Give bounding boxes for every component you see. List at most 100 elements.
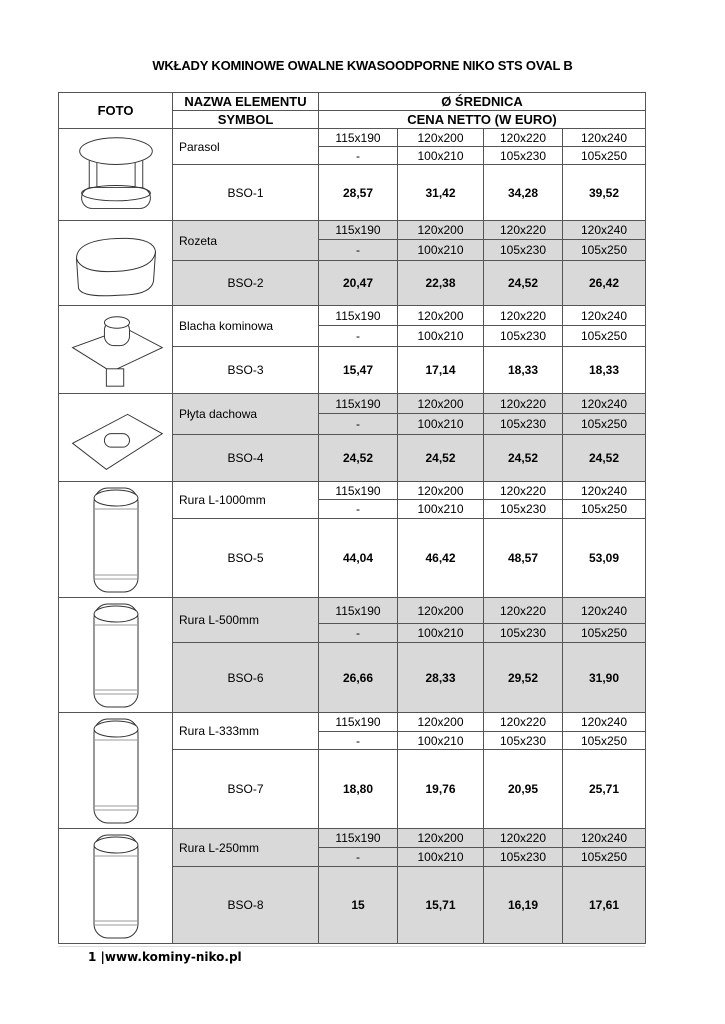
price-cell: 15: [318, 866, 398, 944]
price-cell: 24,52: [483, 260, 563, 306]
size-primary: 120x200: [397, 393, 484, 414]
rozeta-icon: [60, 224, 172, 303]
product-name: Rura L-1000mm: [172, 481, 319, 519]
size-secondary: 100x210: [397, 731, 484, 750]
document-title: WKŁADY KOMINOWE OWALNE KWASOODPORNE NIKO…: [152, 58, 573, 73]
size-secondary: -: [318, 239, 398, 261]
product-photo: [58, 828, 173, 944]
size-primary: 120x240: [562, 393, 646, 414]
product-symbol: BSO-1: [172, 164, 319, 221]
size-secondary: 105x230: [483, 731, 563, 750]
product-name: Rura L-333mm: [172, 712, 319, 750]
size-primary: 120x200: [397, 828, 484, 848]
size-primary: 120x240: [562, 305, 646, 326]
size-primary: 120x240: [562, 220, 646, 240]
price-cell: 20,47: [318, 260, 398, 306]
size-primary: 120x240: [562, 597, 646, 624]
price-cell: 31,42: [397, 164, 484, 221]
price-cell: 17,14: [397, 346, 484, 394]
size-secondary: -: [318, 325, 398, 347]
header-diameter: Ø ŚREDNICA: [318, 92, 646, 111]
product-symbol: BSO-4: [172, 434, 319, 482]
size-primary: 115x190: [318, 305, 398, 326]
price-cell: 18,33: [483, 346, 563, 394]
product-name: Rura L-250mm: [172, 828, 319, 867]
size-primary: 120x220: [483, 305, 563, 326]
price-cell: 39,52: [562, 164, 646, 221]
header-foto: FOTO: [58, 92, 173, 129]
size-primary: 115x190: [318, 481, 398, 500]
size-secondary: 105x230: [483, 847, 563, 867]
price-cell: 26,66: [318, 642, 398, 713]
product-photo: [58, 597, 173, 713]
size-primary: 120x200: [397, 305, 484, 326]
website-link[interactable]: www.kominy-niko.pl: [104, 950, 242, 964]
price-cell: 28,33: [397, 642, 484, 713]
header-name: NAZWA ELEMENTU: [172, 92, 319, 111]
page-number: 1: [88, 950, 97, 964]
header-symbol: SYMBOL: [172, 110, 319, 129]
price-table: FOTO NAZWA ELEMENTU Ø ŚREDNICA SYMBOL CE…: [58, 92, 646, 944]
header-price: CENA NETTO (W EURO): [318, 110, 646, 129]
product-photo: [58, 305, 173, 394]
size-primary: 120x240: [562, 712, 646, 732]
product-row: Rura L-1000mm 115x190 120x200 120x220 120x24…: [58, 481, 646, 598]
price-cell: 48,57: [483, 518, 563, 598]
size-secondary: -: [318, 413, 398, 435]
price-cell: 19,76: [397, 749, 484, 829]
price-cell: 16,19: [483, 866, 563, 944]
size-secondary: 100x210: [397, 146, 484, 165]
size-primary: 120x200: [397, 597, 484, 624]
size-primary: 115x190: [318, 597, 398, 624]
product-symbol: BSO-5: [172, 518, 319, 598]
size-primary: 120x220: [483, 128, 563, 147]
size-secondary: 100x210: [397, 239, 484, 261]
size-secondary: -: [318, 623, 398, 643]
size-primary: 120x220: [483, 220, 563, 240]
price-cell: 15,47: [318, 346, 398, 394]
product-photo: [58, 393, 173, 482]
size-secondary: 105x250: [562, 847, 646, 867]
price-cell: 24,52: [318, 434, 398, 482]
product-name: Parasol: [172, 128, 319, 165]
size-secondary: 105x250: [562, 731, 646, 750]
parasol-icon: [60, 132, 172, 218]
product-symbol: BSO-7: [172, 749, 319, 829]
size-primary: 120x200: [397, 712, 484, 732]
size-primary: 120x200: [397, 220, 484, 240]
size-primary: 120x240: [562, 481, 646, 500]
size-secondary: 105x250: [562, 623, 646, 643]
size-primary: 120x200: [397, 481, 484, 500]
pipe-icon: [60, 832, 172, 941]
size-secondary: 100x210: [397, 847, 484, 867]
size-secondary: 100x210: [397, 623, 484, 643]
price-cell: 20,95: [483, 749, 563, 829]
price-cell: 29,52: [483, 642, 563, 713]
size-secondary: 105x230: [483, 325, 563, 347]
product-name: Rura L-500mm: [172, 597, 319, 643]
size-secondary: 105x250: [562, 146, 646, 165]
product-photo: [58, 128, 173, 221]
product-row: Parasol 115x190 120x200 120x220 120x240: [58, 128, 646, 221]
size-secondary: -: [318, 731, 398, 750]
price-cell: 34,28: [483, 164, 563, 221]
size-secondary: 105x230: [483, 239, 563, 261]
product-symbol: BSO-8: [172, 866, 319, 944]
pipe-icon: [60, 601, 172, 710]
pipe-icon: [60, 716, 172, 826]
size-secondary: 105x230: [483, 623, 563, 643]
size-primary: 120x240: [562, 128, 646, 147]
size-secondary: 100x210: [397, 325, 484, 347]
product-symbol: BSO-2: [172, 260, 319, 306]
price-cell: 24,52: [483, 434, 563, 482]
price-cell: 53,09: [562, 518, 646, 598]
product-row: Blacha kominowa 115x190 120x200 120x220 120x…: [58, 305, 646, 394]
size-secondary: 105x250: [562, 499, 646, 519]
size-primary: 120x220: [483, 828, 563, 848]
price-cell: 22,38: [397, 260, 484, 306]
price-cell: 18,80: [318, 749, 398, 829]
size-secondary: -: [318, 499, 398, 519]
product-name: Blacha kominowa: [172, 305, 319, 347]
size-secondary: 105x230: [483, 146, 563, 165]
pipe-icon: [60, 485, 172, 595]
